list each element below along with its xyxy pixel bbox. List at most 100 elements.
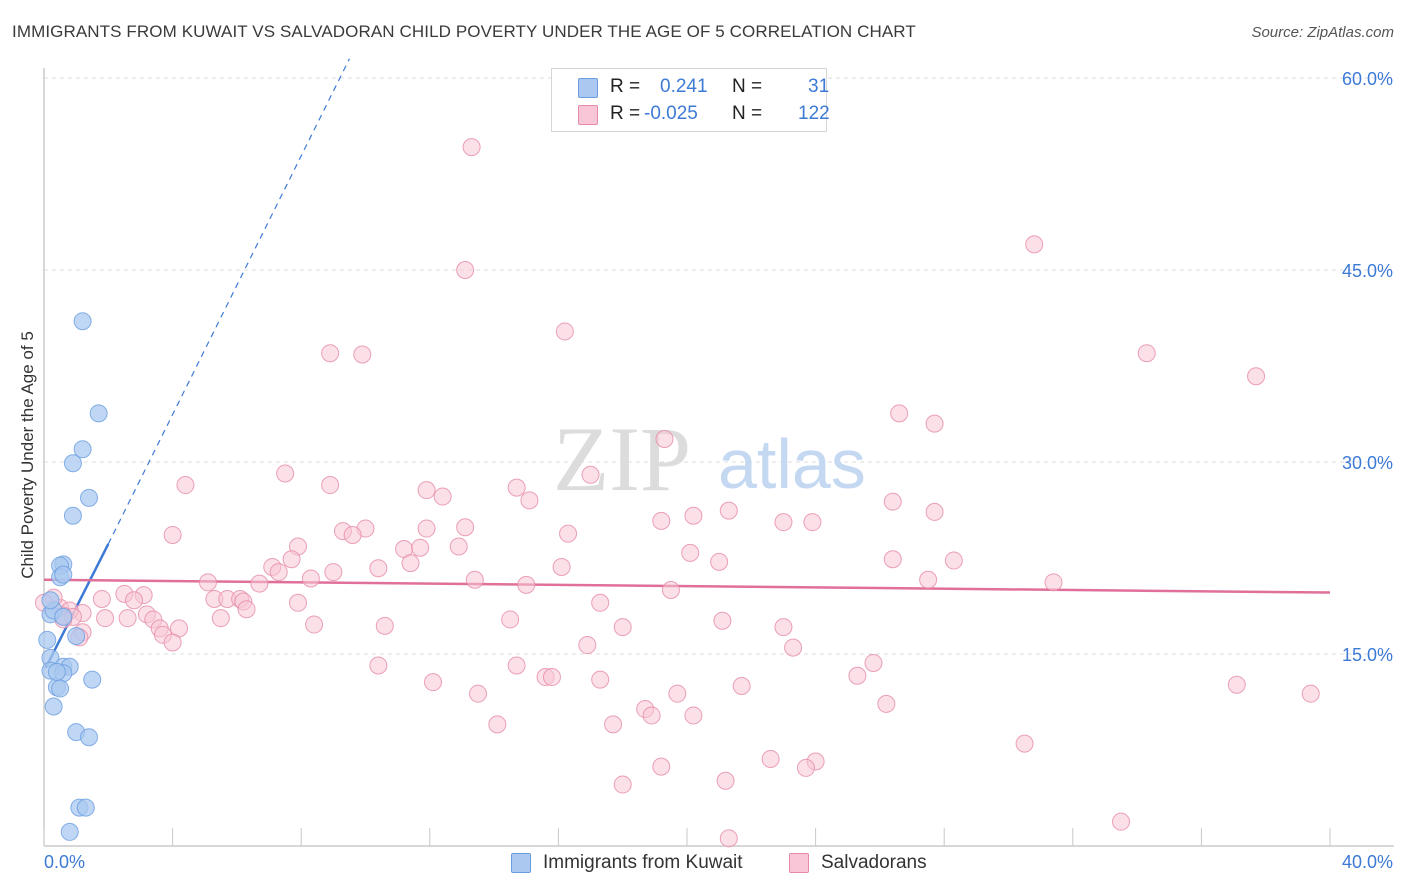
kuwait-point	[63, 506, 82, 525]
salvadoran-point	[118, 609, 137, 628]
salvadoran-point	[507, 478, 526, 497]
salvadoran-point	[661, 581, 680, 599]
salvadoran-point	[276, 464, 295, 483]
salvadoran-point	[501, 610, 520, 629]
salvadoran-point	[1301, 684, 1320, 703]
trend-lines	[43, 58, 1331, 669]
salvadoran-point	[520, 491, 539, 510]
salvadoran-point	[507, 656, 526, 675]
salvadoran-point	[198, 573, 217, 592]
salvadoran-point	[652, 511, 671, 530]
bottom-legend-swatch-salvadorans	[789, 853, 809, 873]
salvadoran-point	[96, 609, 115, 628]
salvadoran-point	[433, 487, 452, 506]
salvadoran-point	[681, 543, 700, 562]
salvadoran-point	[369, 559, 388, 578]
salvadoran-point	[375, 616, 394, 635]
salvadoran-point	[1247, 367, 1266, 386]
x-tick-label-1: 40.0%	[1342, 852, 1393, 872]
kuwait-point	[54, 565, 73, 584]
salvadoran-point	[925, 414, 944, 433]
salvadoran-point	[613, 618, 632, 637]
salvadoran-point	[774, 513, 793, 532]
salvadoran-point	[684, 706, 703, 725]
salvadoran-point	[684, 506, 703, 525]
salvadoran-point	[710, 552, 729, 571]
salvadoran-point	[237, 600, 256, 619]
salvadoran-point	[1137, 344, 1156, 363]
source-credit: Source: ZipAtlas.com	[1251, 24, 1394, 41]
kuwait-trend-extension	[107, 58, 350, 545]
salvadoran-point	[591, 670, 610, 689]
salvadoran-point	[176, 476, 195, 495]
salvadoran-point	[581, 465, 600, 484]
salvadoran-point	[925, 502, 944, 521]
kuwait-point	[73, 312, 92, 331]
salvadoran-point	[774, 618, 793, 637]
bottom-legend-swatch-kuwait	[511, 853, 531, 873]
salvadoran-point	[1227, 675, 1246, 694]
salvadoran-point	[417, 519, 436, 538]
salvadoran-point	[163, 525, 182, 544]
salvadoran-point	[282, 550, 301, 569]
salvadoran-point	[591, 593, 610, 612]
salvadoran-point	[301, 569, 320, 588]
salvadoran-point	[321, 476, 340, 495]
salvadoran-point	[462, 138, 481, 157]
salvadoran-point	[1044, 573, 1063, 592]
salvadoran-point	[761, 749, 780, 768]
bottom-legend-kuwait: Immigrants from Kuwait	[511, 852, 743, 874]
salvadoran-point	[269, 563, 288, 582]
salvadoran-point	[488, 715, 507, 734]
salvadoran-point	[883, 492, 902, 511]
salvadoran-point	[163, 633, 182, 652]
kuwait-point	[80, 728, 99, 747]
salvadoran-point	[848, 666, 867, 685]
kuwait-point	[76, 798, 95, 817]
salvadoran-point	[324, 563, 343, 582]
salvadoran-point	[890, 404, 909, 423]
salvadoran-point	[716, 771, 735, 790]
salvadoran-point	[784, 638, 803, 657]
legend-swatch-salvadorans	[578, 105, 598, 125]
chart-title: IMMIGRANTS FROM KUWAIT VS SALVADORAN CHI…	[12, 22, 916, 41]
kuwait-point	[51, 679, 70, 698]
watermark-atlas: atlas	[718, 425, 866, 503]
salvadoran-point	[719, 501, 738, 520]
kuwait-point	[38, 630, 57, 649]
salvadoran-point	[944, 551, 963, 570]
legend-swatch-kuwait	[578, 78, 598, 98]
salvadoran-point	[652, 757, 671, 776]
legend-r-label: R =	[610, 103, 641, 124]
salvadoran-point	[92, 589, 111, 608]
kuwait-point	[63, 454, 82, 473]
kuwait-point	[67, 627, 86, 646]
salvadoran-point	[578, 636, 597, 655]
salvadoran-point	[343, 525, 362, 544]
legend-n-label: N =	[732, 76, 763, 97]
kuwait-point	[47, 662, 66, 681]
tick-labels: 15.0% 30.0% 45.0% 60.0% 0.0% 40.0%	[44, 69, 1393, 872]
salvadoran-point	[655, 429, 674, 448]
y-axis-label: Child Poverty Under the Age of 5	[18, 331, 37, 579]
legend-r-value: -0.025	[644, 103, 698, 124]
kuwait-point	[41, 591, 60, 610]
series-kuwait	[38, 312, 108, 841]
salvadoran-point	[559, 524, 578, 543]
salvadoran-point	[1015, 734, 1034, 753]
y-tick-label-2: 45.0%	[1342, 261, 1393, 281]
kuwait-point	[54, 607, 73, 626]
salvadoran-point	[369, 656, 388, 675]
salvadoran-point	[1112, 812, 1131, 831]
salvadoran-point	[719, 829, 738, 848]
salvadoran-point	[424, 673, 443, 692]
salvadoran-point	[411, 538, 430, 557]
salvadoran-point	[353, 345, 372, 364]
legend-n-value: 122	[798, 103, 830, 124]
salvadoran-point	[288, 593, 307, 612]
kuwait-point	[60, 822, 79, 841]
watermark: ZIP atlas	[553, 408, 866, 510]
salvadoran-point	[250, 574, 269, 593]
salvadoran-point	[1025, 235, 1044, 254]
